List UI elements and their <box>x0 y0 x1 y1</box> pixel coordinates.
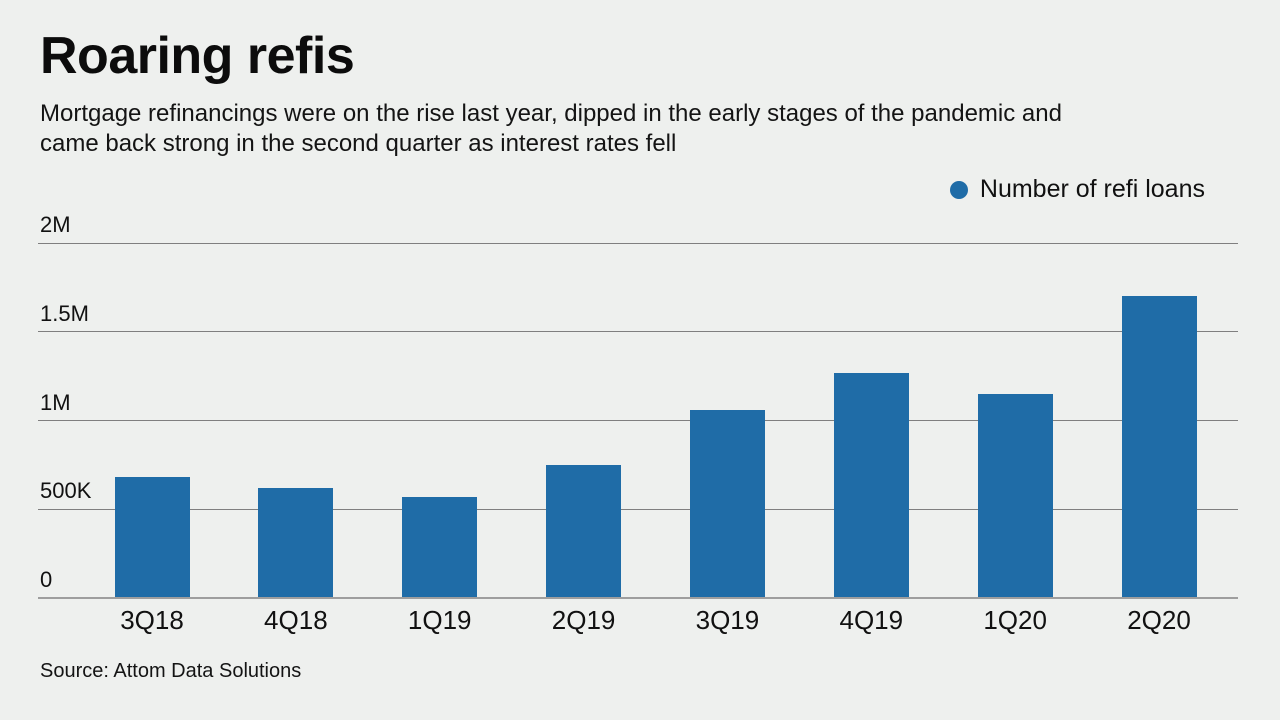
subtitle-line-2: came back strong in the second quarter a… <box>40 130 677 157</box>
x-tick-label-2Q20: 2Q20 <box>1127 605 1191 635</box>
y-tick-label-2M: 2M <box>40 212 71 237</box>
gridline-1M <box>38 420 1238 421</box>
gridline-500K <box>38 508 1238 510</box>
bar-1Q20 <box>977 393 1053 598</box>
bar-4Q18 <box>258 487 334 598</box>
y-tick-label-500K: 500K <box>40 478 92 504</box>
gridline-2M <box>38 242 1238 244</box>
source-note: Source: Attom Data Solutions <box>40 660 302 682</box>
x-tick-label-3Q18: 3Q18 <box>120 605 184 635</box>
chart-title: Roaring refis <box>40 27 355 85</box>
y-tick-label-0: 0 <box>40 567 53 592</box>
bar-2Q20 <box>1121 296 1197 598</box>
bar-2Q19 <box>546 464 622 598</box>
y-tick-label-1.5M: 1.5M <box>40 300 89 326</box>
legend: Number of refi loans <box>949 175 1205 204</box>
bar-4Q19 <box>833 372 909 598</box>
bar-3Q19 <box>689 409 765 598</box>
x-tick-label-2Q19: 2Q19 <box>551 605 616 635</box>
legend-label: Number of refi loans <box>979 175 1205 203</box>
x-tick-label-4Q18: 4Q18 <box>264 605 328 635</box>
bar-1Q19 <box>402 496 478 598</box>
x-tick-label-1Q19: 1Q19 <box>407 605 472 635</box>
legend-dot-icon <box>949 180 968 199</box>
x-tick-label-4Q19: 4Q19 <box>839 605 904 635</box>
y-tick-label-1M: 1M <box>40 389 71 415</box>
x-tick-label-1Q20: 1Q20 <box>983 605 1047 635</box>
bar-3Q18 <box>114 477 190 598</box>
subtitle-line-1: Mortgage refinancings were on the rise l… <box>40 100 1062 127</box>
gridline-1.5M <box>38 331 1238 333</box>
x-axis-line <box>38 597 1238 599</box>
plot-area: 0 500K 1M 1.5M 2M 3Q18 4Q18 1Q19 2Q19 3Q19 4Q19 1Q2… <box>38 212 1238 635</box>
x-tick-label-3Q19: 3Q19 <box>695 605 760 635</box>
chart-subtitle: Mortgage refinancings were on the rise l… <box>40 99 1062 159</box>
